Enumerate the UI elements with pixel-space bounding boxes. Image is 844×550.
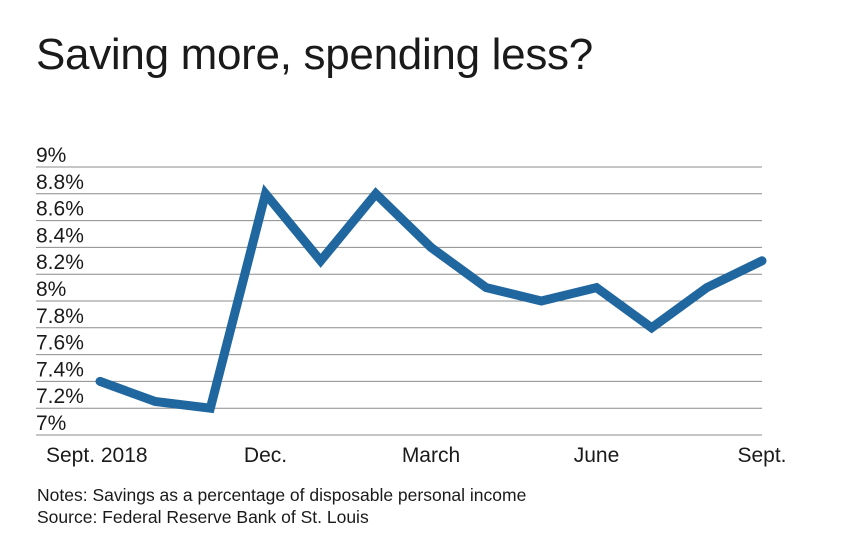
data-point bbox=[320, 260, 322, 262]
data-point bbox=[265, 193, 266, 195]
y-tick-label: 7% bbox=[36, 412, 66, 435]
x-tick-label: Sept. 2018 bbox=[46, 444, 148, 467]
data-point bbox=[540, 300, 542, 302]
data-point bbox=[99, 380, 101, 382]
y-tick-label: 7.2% bbox=[36, 385, 84, 408]
y-tick-label: 8.2% bbox=[36, 251, 84, 274]
footnotes: Notes: Savings as a percentage of dispos… bbox=[37, 484, 526, 528]
data-point bbox=[485, 287, 487, 289]
data-point bbox=[375, 193, 377, 195]
data-point bbox=[596, 287, 597, 289]
y-axis-labels: 9% 8.8% 8.6% 8.4% 8.2% 8% 7.8% 7.6% 7.4% 7.2% 7% bbox=[36, 144, 84, 435]
y-tick-label: 9% bbox=[36, 144, 66, 167]
line-chart: 9% 8.8% 8.6% 8.4% 8.2% 8% 7.8% 7.6% 7.4% 7.2% 7% S… bbox=[36, 144, 787, 467]
x-tick-label: March bbox=[402, 444, 460, 467]
x-axis-labels: Sept. 2018 Dec. March June Sept. bbox=[46, 444, 787, 467]
data-point bbox=[209, 407, 211, 409]
y-tick-label: 8.6% bbox=[36, 198, 84, 221]
data-point bbox=[651, 327, 653, 329]
data-point bbox=[154, 401, 156, 402]
y-tick-label: 8.8% bbox=[36, 171, 84, 194]
series-line-group bbox=[95, 184, 767, 414]
data-point bbox=[430, 246, 432, 248]
y-tick-label: 8.4% bbox=[36, 224, 84, 247]
y-tick-label: 8% bbox=[36, 278, 66, 301]
chart-title: Saving more, spending less? bbox=[36, 30, 593, 79]
data-point bbox=[761, 260, 763, 262]
x-tick-label: Dec. bbox=[244, 444, 287, 467]
y-tick-label: 7.4% bbox=[36, 358, 84, 381]
x-tick-label: Sept. bbox=[737, 444, 786, 467]
y-tick-label: 7.8% bbox=[36, 305, 84, 328]
y-tick-label: 7.6% bbox=[36, 332, 84, 355]
data-point bbox=[706, 287, 708, 289]
notes-text: Notes: Savings as a percentage of dispos… bbox=[37, 485, 527, 505]
x-tick-label: June bbox=[574, 444, 620, 467]
source-text: Source: Federal Reserve Bank of St. Loui… bbox=[37, 507, 369, 527]
